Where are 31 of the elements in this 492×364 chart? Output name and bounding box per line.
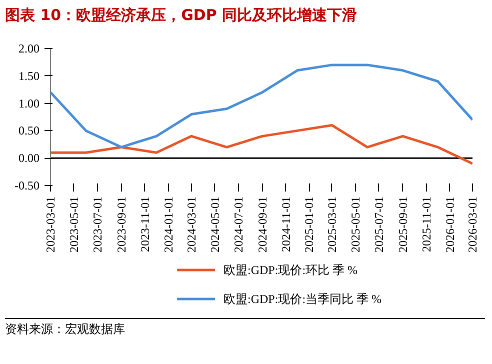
- x-tick-label: 2023-11-01: [138, 196, 152, 252]
- x-tick-label: 2026-01-01: [442, 196, 457, 252]
- x-tick-label: 2023-03-01: [44, 196, 58, 252]
- x-tick-label: 2024-01-01: [161, 196, 176, 252]
- x-tick-label: 2025-07-01: [372, 196, 386, 252]
- y-tick-label: 1.00: [18, 96, 40, 110]
- y-tick-label: 1.50: [18, 68, 40, 83]
- legend-label: 欧盟:GDP:现价:环比 季 %: [224, 263, 358, 277]
- x-tick-label: 2024-11-01: [278, 196, 293, 252]
- text: 资料来源：宏观数据库: [5, 321, 125, 338]
- y-tick-label: 2.00: [18, 42, 40, 56]
- y-tick-label: 0.00: [18, 151, 40, 166]
- line-series: [50, 64, 472, 148]
- x-tick-label: 2025-11-01: [419, 196, 434, 252]
- x-tick-label: 2024-05-01: [208, 196, 222, 252]
- y-tick-label: -0.50: [14, 178, 40, 192]
- x-tick-label: 2023-09-01: [114, 196, 128, 252]
- x-tick-label: 2026-03-01: [466, 196, 480, 252]
- line-series: [50, 124, 472, 165]
- x-tick-label: 2024-03-01: [184, 196, 198, 252]
- x-tick-label: 2023-07-01: [90, 196, 104, 252]
- x-tick-label: 2025-01-01: [302, 196, 316, 252]
- chart-title: 图表 10：欧盟经济承压，GDP 同比及环比增速下滑: [5, 5, 358, 25]
- y-tick-label: 0.50: [18, 124, 40, 138]
- x-tick-label: 2023-05-01: [66, 196, 81, 252]
- x-tick-label: 2025-09-01: [396, 196, 410, 252]
- x-tick-label: 2025-05-01: [348, 196, 362, 252]
- x-tick-label: 2024-09-01: [255, 196, 270, 252]
- x-tick-label: 2024-07-01: [231, 196, 246, 252]
- legend-label: 欧盟:GDP:现价:当季同比 季 %: [224, 292, 382, 306]
- x-tick-label: 2025-03-01: [324, 196, 339, 252]
